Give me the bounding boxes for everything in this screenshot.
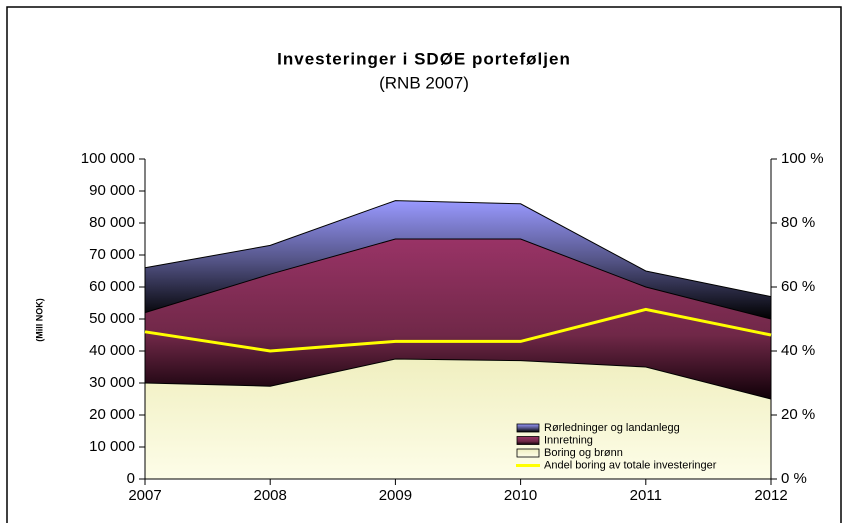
- legend-label: Andel boring av totale investeringer: [544, 459, 717, 471]
- y2-tick-label: 80 %: [781, 214, 815, 231]
- y-tick-label: 60 000: [89, 278, 135, 295]
- y-axis-label: (Mill NOK): [34, 298, 44, 342]
- y-tick-label: 80 000: [89, 214, 135, 231]
- y-tick-label: 90 000: [89, 182, 135, 199]
- legend-swatch: [516, 423, 540, 433]
- x-tick-label: 2007: [128, 487, 161, 504]
- y2-tick-label: 100 %: [781, 150, 824, 167]
- area-edge: [144, 238, 772, 320]
- x-tick-label: 2012: [754, 487, 787, 504]
- area-edge: [144, 200, 772, 298]
- legend-label: Rørledninger og landanlegg: [544, 422, 680, 434]
- y-tick-label: 10 000: [89, 438, 135, 455]
- line: [144, 307, 772, 353]
- x-tick-label: 2011: [630, 487, 662, 504]
- legend-label: Innretning: [544, 434, 593, 446]
- y2-tick-label: 40 %: [781, 342, 815, 359]
- y-tick-label: 40 000: [89, 342, 135, 359]
- legend-swatch: [516, 448, 540, 458]
- y-tick-label: 20 000: [89, 406, 135, 423]
- chart-title: Investeringer i SDØE porteføljen: [277, 49, 571, 68]
- area: [145, 239, 771, 399]
- legend-label: Boring og brønn: [544, 447, 623, 459]
- area-edge: [144, 358, 772, 400]
- x-tick-label: 2009: [379, 487, 412, 504]
- y-tick-label: 30 000: [89, 374, 135, 391]
- chart-subtitle: (RNB 2007): [379, 73, 469, 92]
- y-tick-label: 0: [127, 470, 135, 487]
- x-tick-label: 2008: [254, 487, 287, 504]
- y-tick-label: 50 000: [89, 310, 135, 327]
- area: [145, 359, 771, 479]
- y2-tick-label: 20 %: [781, 406, 815, 423]
- y-tick-label: 100 000: [81, 150, 135, 167]
- area: [145, 200, 771, 319]
- legend-swatch: [516, 436, 540, 445]
- y-tick-label: 70 000: [89, 246, 135, 263]
- x-tick-label: 2010: [504, 487, 537, 504]
- y2-tick-label: 60 %: [781, 278, 815, 295]
- y2-tick-label: 0 %: [781, 470, 807, 487]
